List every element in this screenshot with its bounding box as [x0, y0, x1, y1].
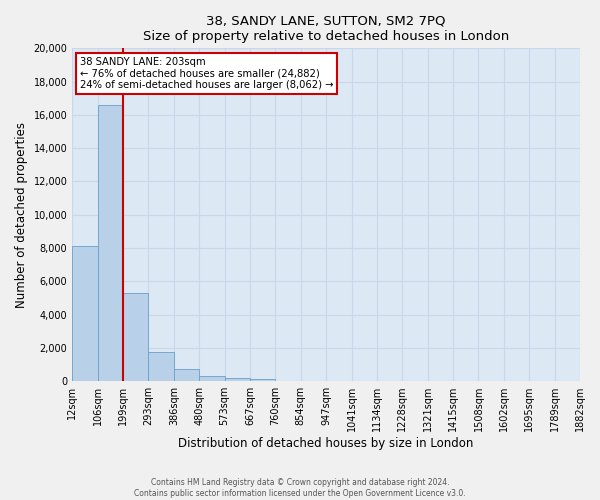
Bar — [72, 246, 98, 381]
Text: Contains HM Land Registry data © Crown copyright and database right 2024.
Contai: Contains HM Land Registry data © Crown c… — [134, 478, 466, 498]
Bar — [98, 105, 123, 381]
Bar — [123, 293, 148, 381]
Text: 38 SANDY LANE: 203sqm
← 76% of detached houses are smaller (24,882)
24% of semi-: 38 SANDY LANE: 203sqm ← 76% of detached … — [80, 56, 334, 90]
X-axis label: Distribution of detached houses by size in London: Distribution of detached houses by size … — [178, 437, 474, 450]
Bar — [224, 378, 250, 381]
Bar — [174, 370, 199, 381]
Y-axis label: Number of detached properties: Number of detached properties — [15, 122, 28, 308]
Bar — [250, 378, 275, 381]
Title: 38, SANDY LANE, SUTTON, SM2 7PQ
Size of property relative to detached houses in : 38, SANDY LANE, SUTTON, SM2 7PQ Size of … — [143, 15, 509, 43]
Bar — [199, 376, 224, 381]
Bar — [148, 352, 174, 381]
